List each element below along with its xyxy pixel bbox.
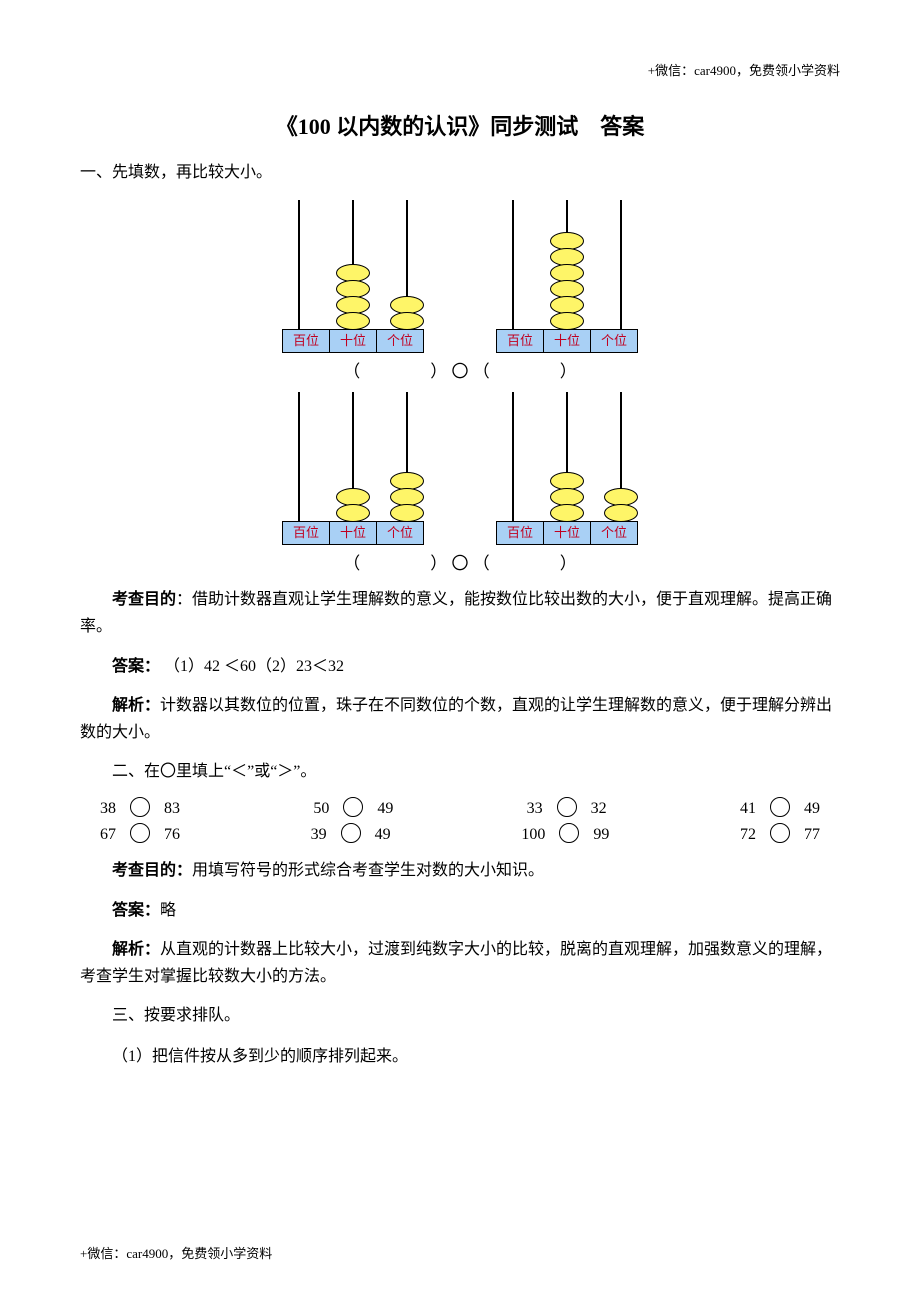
q1-purpose-text: ：借助计数器直观让学生理解数的意义，能按数位比较出数的大小，便于直观理解。提高正… (80, 591, 832, 635)
q3-sub1: （1）把信件按从多到少的顺序排列起来。 (80, 1043, 840, 1070)
compare-left: 67 (100, 826, 116, 844)
abacus-rod (384, 392, 430, 522)
page: +微信：car4900，免费领小学资料 《100 以内数的认识》同步测试 答案 … (0, 0, 920, 1302)
abacus-2-left: 百位十位个位 (276, 392, 430, 545)
abacus-rod (544, 392, 590, 522)
abacus-row-2: 百位十位个位 百位十位个位 (80, 392, 840, 545)
abacus-rod (490, 200, 536, 330)
q2-heading: 二、在〇里填上“＜”或“＞”。 (80, 758, 840, 785)
compare-left: 50 (313, 800, 329, 818)
abacus-rod (490, 392, 536, 522)
abacus-rod (276, 392, 322, 522)
abacus-bead (390, 312, 424, 330)
q1-heading: 一、先填数，再比较大小。 (80, 159, 840, 186)
abacus-rod (276, 200, 322, 330)
circle-icon (130, 797, 150, 817)
abacus-base-label: 个位 (377, 522, 423, 544)
abacus-rod (598, 200, 644, 330)
abacus-base-label: 十位 (330, 522, 377, 544)
compare-left: 39 (311, 826, 327, 844)
abacus-base-label: 十位 (330, 330, 377, 352)
compare-left: 72 (740, 826, 756, 844)
abacus-bead (550, 504, 584, 522)
abacus-base-label: 个位 (591, 522, 637, 544)
abacus-base-label: 个位 (377, 330, 423, 352)
abacus-base-label: 十位 (544, 330, 591, 352)
compare-row-2: （） 〇 （） (80, 549, 840, 574)
abacus-rod (598, 392, 644, 522)
abacus-bead (550, 312, 584, 330)
compare-right: 99 (593, 826, 609, 844)
q1-answer-label: 答案： (112, 658, 160, 675)
circle-icon (559, 823, 579, 843)
abacus-bead (390, 504, 424, 522)
circle-icon (341, 823, 361, 843)
q2-analysis-label: 解析： (112, 941, 160, 958)
compare-right: 49 (804, 800, 820, 818)
compare-item: 33 32 (527, 799, 607, 819)
compare-right: 49 (377, 800, 393, 818)
abacus-rod (384, 200, 430, 330)
q1-analysis: 解析：计数器以其数位的位置，珠子在不同数位的个数，直观的让学生理解数的意义，便于… (80, 692, 840, 746)
abacus-base-label: 个位 (591, 330, 637, 352)
abacus-rod (330, 392, 376, 522)
q2-purpose-text: 用填写符号的形式综合考查学生对数的大小知识。 (192, 862, 544, 879)
compare-item: 39 49 (311, 825, 391, 845)
page-title: 《100 以内数的认识》同步测试 答案 (80, 109, 840, 141)
compare-item: 100 99 (521, 825, 609, 845)
compare-item: 41 49 (740, 799, 820, 819)
circle-icon (770, 823, 790, 843)
q2-purpose: 考查目的：用填写符号的形式综合考查学生对数的大小知识。 (80, 857, 840, 884)
circle-icon (343, 797, 363, 817)
abacus-1-left: 百位十位个位 (276, 200, 430, 353)
q2-analysis-text: 从直观的计数器上比较大小，过渡到纯数字大小的比较，脱离的直观理解，加强数意义的理… (80, 941, 832, 985)
compare-row-1: （） 〇 （） (80, 357, 840, 382)
q2-answer-label: 答案： (112, 902, 160, 919)
circle-icon (130, 823, 150, 843)
circle-icon (770, 797, 790, 817)
abacus-2-right: 百位十位个位 (490, 392, 644, 545)
q2-purpose-label: 考查目的： (112, 862, 192, 879)
compare-left: 33 (527, 800, 543, 818)
q2-analysis: 解析：从直观的计数器上比较大小，过渡到纯数字大小的比较，脱离的直观理解，加强数意… (80, 936, 840, 990)
compare-right: 77 (804, 826, 820, 844)
abacus-row-1: 百位十位个位 百位十位个位 (80, 200, 840, 353)
abacus-bead (604, 504, 638, 522)
q1-answer-text: （1）42 ＜60（2）23＜32 (164, 658, 344, 675)
abacus-base-label: 百位 (497, 522, 544, 544)
compare-left: 100 (521, 826, 545, 844)
compare-item: 50 49 (313, 799, 393, 819)
abacus-bead (336, 504, 370, 522)
q1-purpose: 考查目的：借助计数器直观让学生理解数的意义，能按数位比较出数的大小，便于直观理解… (80, 586, 840, 640)
abacus-bead (336, 312, 370, 330)
abacus-base-label: 十位 (544, 522, 591, 544)
q1-answer: 答案： （1）42 ＜60（2）23＜32 (80, 653, 840, 680)
compare-right: 76 (164, 826, 180, 844)
compare-item: 67 76 (100, 825, 180, 845)
compare-left: 41 (740, 800, 756, 818)
q1-purpose-label: 考查目的 (112, 591, 176, 608)
q1-analysis-text: 计数器以其数位的位置，珠子在不同数位的个数，直观的让学生理解数的意义，便于理解分… (80, 697, 832, 741)
compare-right: 49 (375, 826, 391, 844)
compare-item: 38 83 (100, 799, 180, 819)
q2-answer: 答案：略 (80, 897, 840, 924)
footer-note: +微信：car4900，免费领小学资料 (80, 1243, 272, 1262)
q3-heading: 三、按要求排队。 (80, 1002, 840, 1029)
circle-icon (557, 797, 577, 817)
abacus-base-label: 百位 (283, 330, 330, 352)
abacus-rod (544, 200, 590, 330)
compare-right: 83 (164, 800, 180, 818)
q1-analysis-label: 解析： (112, 697, 160, 714)
q2-answer-text: 略 (160, 902, 176, 919)
compare-item: 72 77 (740, 825, 820, 845)
compare-right: 32 (591, 800, 607, 818)
abacus-1-right: 百位十位个位 (490, 200, 644, 353)
abacus-base-label: 百位 (497, 330, 544, 352)
q2-rows: 38 83 50 49 33 32 41 49 67 76 39 49 100 99 72 77 (80, 799, 840, 845)
compare-left: 38 (100, 800, 116, 818)
abacus-base-label: 百位 (283, 522, 330, 544)
abacus-rod (330, 200, 376, 330)
header-note: +微信：car4900，免费领小学资料 (80, 60, 840, 79)
